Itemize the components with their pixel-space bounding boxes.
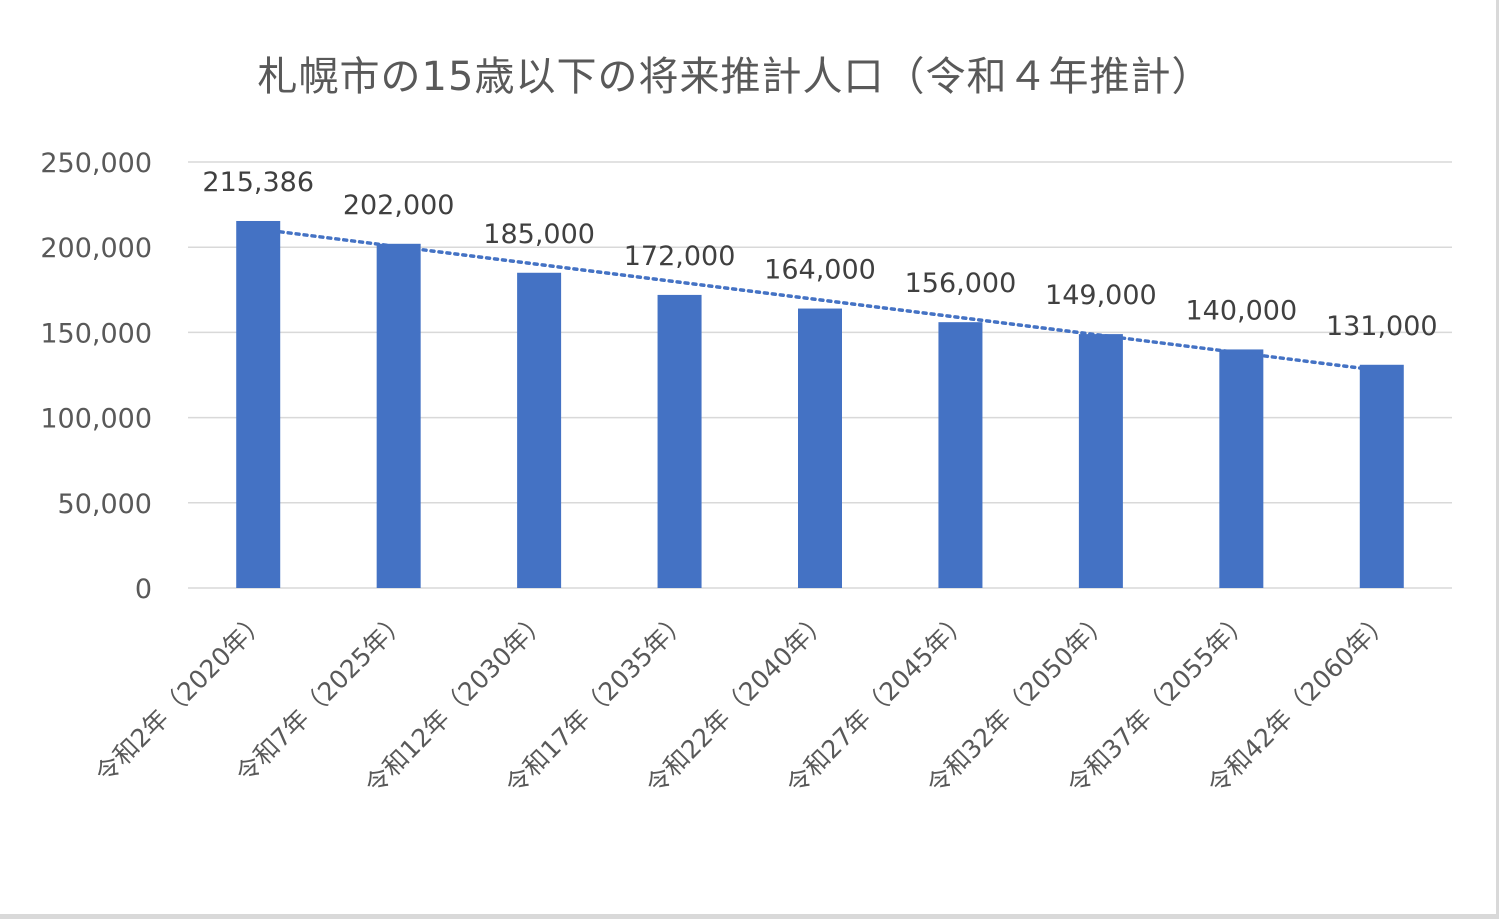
- bar: [657, 294, 702, 588]
- trendline-line: [278, 230, 1384, 373]
- y-tick-label: 100,000: [40, 404, 152, 435]
- bar: [1359, 364, 1404, 588]
- y-tick-label: 200,000: [40, 233, 152, 264]
- bar: [798, 308, 842, 588]
- bars: [236, 220, 1404, 589]
- bar: [236, 220, 281, 589]
- data-label: 202,000: [343, 190, 455, 221]
- bar: [1078, 334, 1123, 588]
- data-label: 172,000: [624, 241, 736, 272]
- data-label: 149,000: [1045, 280, 1157, 311]
- trendline: [278, 230, 1384, 373]
- data-label: 185,000: [483, 219, 595, 250]
- y-tick-label: 250,000: [40, 148, 152, 179]
- data-label: 156,000: [905, 268, 1017, 299]
- y-tick-label: 150,000: [40, 318, 152, 349]
- y-axis-labels: 0 50,000 100,000 150,000 200,000 250,000: [40, 148, 152, 605]
- bar: [1219, 349, 1264, 588]
- data-labels: 215,386 202,000 185,000 172,000 164,000 156,0…: [202, 167, 1437, 342]
- chart-title: 札幌市の15歳以下の将来推計人口（令和４年推計）: [257, 54, 1213, 100]
- data-label: 140,000: [1186, 295, 1298, 326]
- data-label: 164,000: [764, 255, 876, 286]
- y-tick-label: 50,000: [58, 489, 152, 520]
- data-label: 215,386: [202, 167, 314, 198]
- y-tick-label: 0: [135, 574, 152, 605]
- bar: [938, 322, 983, 588]
- bar: [376, 243, 421, 589]
- x-axis-labels: 令和2年（2020年）令和7年（2025年）令和12年（2030年）令和17年（…: [90, 606, 1396, 800]
- data-label: 131,000: [1326, 311, 1438, 342]
- bar: [517, 272, 562, 588]
